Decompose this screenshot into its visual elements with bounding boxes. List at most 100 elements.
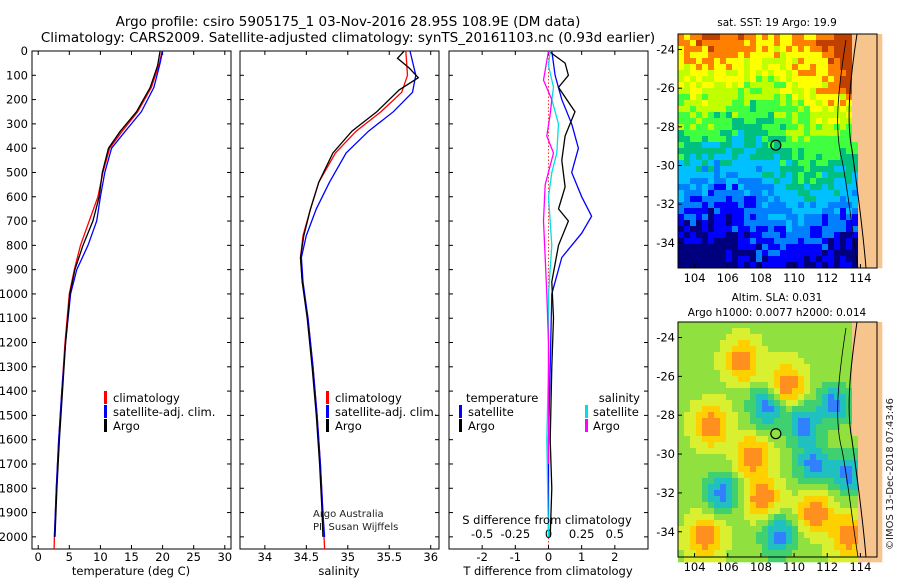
- sla-cell: [756, 442, 763, 449]
- sla-cell: [870, 532, 877, 539]
- sla-cell: [780, 472, 787, 479]
- sla-cell: [750, 340, 757, 347]
- depth-tick-label: 1400: [0, 384, 28, 398]
- sla-cell: [834, 358, 841, 365]
- depth-tick-label: 1300: [0, 360, 28, 374]
- sla-cell: [726, 322, 733, 329]
- sst-cell: [870, 196, 877, 203]
- sla-cell: [858, 394, 865, 401]
- sst-cell: [798, 52, 805, 59]
- sst-cell: [708, 196, 715, 203]
- sst-cell: [852, 166, 859, 173]
- sla-cell: [786, 322, 793, 329]
- sst-cell: [714, 148, 721, 155]
- sst-cell: [756, 58, 763, 65]
- sst-cell: [840, 220, 847, 227]
- sla-cell: [810, 442, 817, 449]
- sla-cell: [864, 520, 871, 527]
- sst-cell: [684, 136, 691, 143]
- sst-cell: [732, 190, 739, 197]
- sal-legend-climatology-swatch: [326, 391, 329, 404]
- sst-cell: [864, 190, 871, 197]
- sst-cell: [780, 52, 787, 59]
- sla-cell: [846, 370, 853, 377]
- sst-cell: [774, 208, 781, 215]
- sla-cell: [798, 538, 805, 545]
- sla-cell: [726, 328, 733, 335]
- sst-cell: [822, 100, 829, 107]
- sst-cell: [858, 40, 865, 47]
- sla-cell: [696, 364, 703, 371]
- sst-cell: [870, 160, 877, 167]
- sla-cell: [846, 532, 853, 539]
- sst-cell: [858, 34, 865, 41]
- sla-cell: [840, 520, 847, 527]
- sst-map-frame: [677, 33, 878, 269]
- series-line-argo: [548, 50, 576, 537]
- sla-cell: [720, 460, 727, 467]
- sst-cell: [804, 244, 811, 251]
- sla-cell: [870, 406, 877, 413]
- sst-cell: [738, 214, 745, 221]
- sst-cell: [744, 190, 751, 197]
- sst-cell: [732, 142, 739, 149]
- sla-cell: [876, 472, 883, 479]
- sst-cell: [852, 148, 859, 155]
- sst-cell: [834, 76, 841, 83]
- sla-cell: [684, 340, 691, 347]
- sla-cell: [816, 448, 823, 455]
- sst-cell: [678, 214, 685, 221]
- sla-cell: [744, 460, 751, 467]
- sst-cell: [846, 154, 853, 161]
- sla-cell: [750, 352, 757, 359]
- sst-cell: [744, 136, 751, 143]
- sla-cell: [828, 424, 835, 431]
- sst-cell: [870, 136, 877, 143]
- sla-cell: [744, 382, 751, 389]
- map-y-tick-label: -34: [656, 236, 675, 250]
- sst-cell: [858, 136, 865, 143]
- sst-cell: [858, 118, 865, 125]
- sst-cell: [696, 244, 703, 251]
- sst-cell: [702, 154, 709, 161]
- sst-cell: [684, 118, 691, 125]
- sst-cell: [810, 208, 817, 215]
- sst-cell: [684, 58, 691, 65]
- sst-cell: [678, 154, 685, 161]
- sst-cell: [876, 190, 883, 197]
- sst-cell: [678, 160, 685, 167]
- sla-cell: [744, 466, 751, 473]
- sla-cell: [774, 322, 781, 329]
- sst-cell: [738, 106, 745, 113]
- sla-cell: [708, 484, 715, 491]
- sst-cell: [810, 250, 817, 257]
- sla-cell: [846, 334, 853, 341]
- sst-cell: [708, 34, 715, 41]
- sla-cell: [876, 502, 883, 509]
- sla-cell: [870, 340, 877, 347]
- sla-cell: [768, 370, 775, 377]
- series-line-climatology: [299, 50, 409, 550]
- sla-cell: [870, 454, 877, 461]
- sla-cell: [750, 502, 757, 509]
- sla-cell: [876, 514, 883, 521]
- sla-cell: [744, 412, 751, 419]
- sst-cell: [870, 130, 877, 137]
- sla-cell: [858, 484, 865, 491]
- sla-cell: [804, 406, 811, 413]
- sst-cell: [876, 52, 883, 59]
- sla-cell: [834, 412, 841, 419]
- sla-cell: [864, 442, 871, 449]
- sla-cell: [756, 382, 763, 389]
- s-tick-label: 0.25: [569, 527, 595, 541]
- sst-cell: [690, 244, 697, 251]
- sst-cell: [816, 46, 823, 53]
- sla-cell: [738, 502, 745, 509]
- sst-cell: [768, 94, 775, 101]
- sla-cell: [690, 352, 697, 359]
- sla-cell: [690, 508, 697, 515]
- sst-cell: [738, 202, 745, 209]
- sst-cell: [870, 94, 877, 101]
- sst-cell: [768, 70, 775, 77]
- sst-cell: [816, 208, 823, 215]
